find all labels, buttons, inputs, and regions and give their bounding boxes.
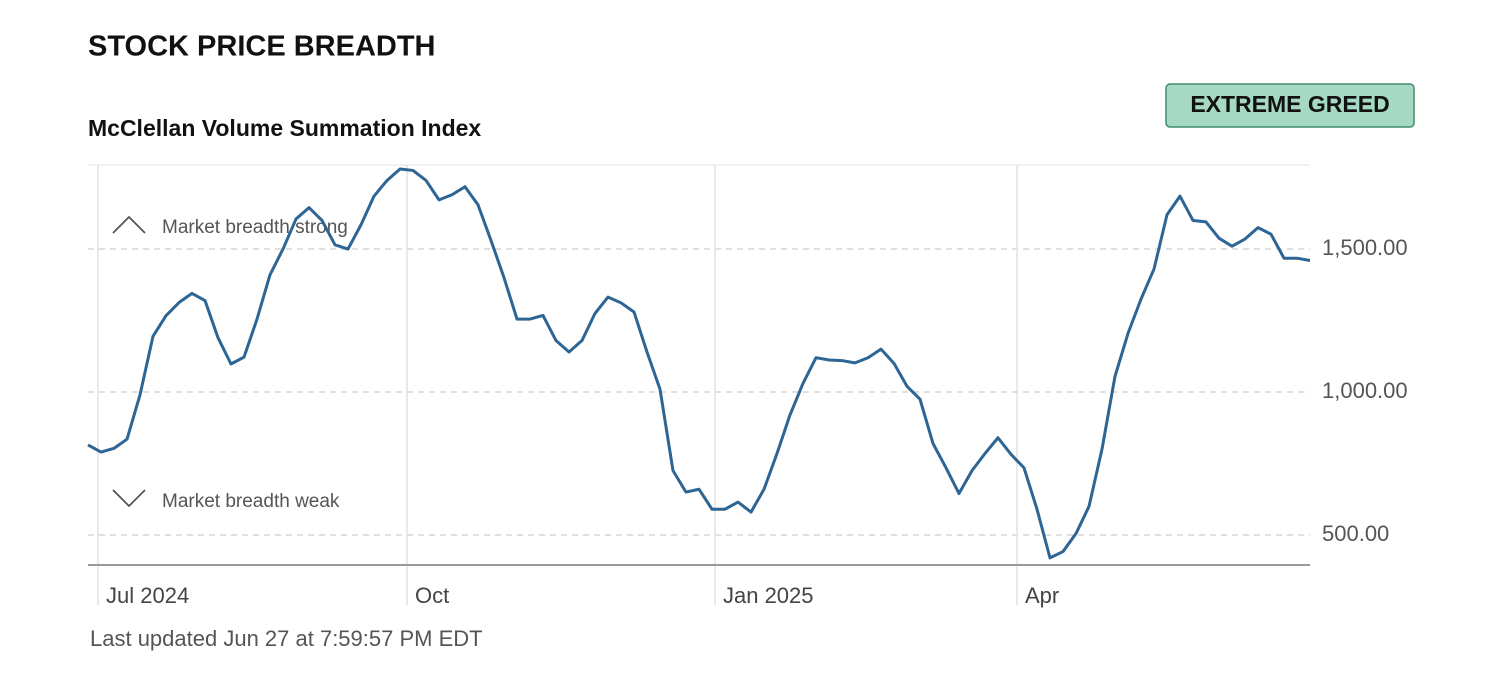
x-tick-label: Jan 2025: [723, 583, 814, 608]
x-tick-label: Jul 2024: [106, 583, 189, 608]
annotation: Market breadth weak: [162, 491, 340, 512]
sentiment-badge: [1165, 83, 1415, 128]
last-updated: Last updated Jun 27 at 7:59:57 PM EDT: [90, 626, 483, 651]
chart-subtitle: McClellan Volume Summation Index: [88, 115, 481, 141]
x-tick-label: Oct: [415, 583, 449, 608]
grid: [88, 165, 1310, 605]
data-line: [87, 167, 1311, 560]
annotation: Market breadth strong: [162, 217, 348, 238]
sentiment-label: EXTREME GREED: [1190, 91, 1389, 117]
down-chevron-icon: [112, 489, 146, 508]
y-tick-label: 1,000.00: [1322, 378, 1408, 403]
y-tick-label: 500.00: [1322, 521, 1389, 546]
up-chevron-icon: [112, 215, 146, 234]
x-tick-label: Apr: [1025, 583, 1059, 608]
y-tick-label: 1,500.00: [1322, 235, 1408, 260]
page-title: STOCK PRICE BREADTH: [88, 31, 436, 63]
